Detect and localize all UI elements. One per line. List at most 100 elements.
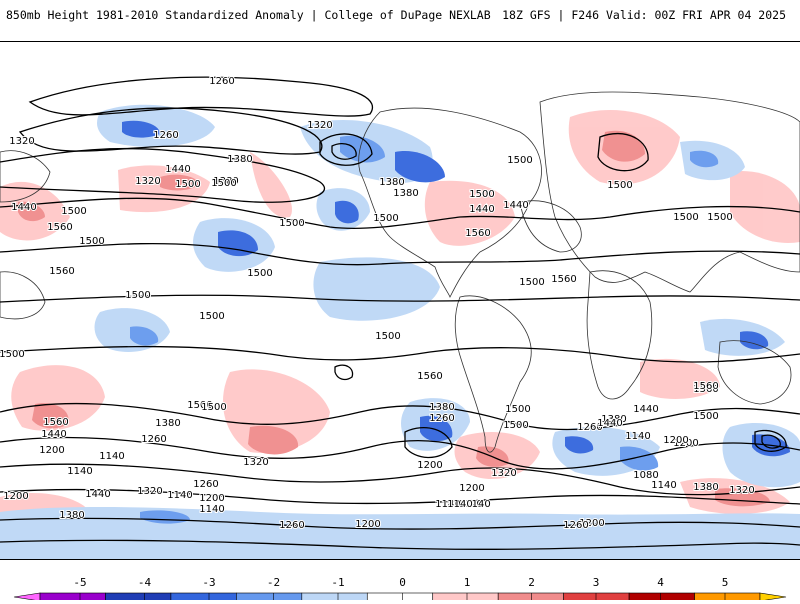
contour-label: 1440 (597, 418, 622, 429)
colorbar-tick-label: -4 (137, 576, 152, 589)
colorbar-tick-label: 4 (657, 576, 664, 589)
contour-label: 1440 (165, 164, 190, 175)
contour-label: 1500 (469, 189, 494, 200)
contour-label: 1200 (39, 445, 64, 456)
contour-label: 1500 (199, 311, 224, 322)
contour-label: 1380 (693, 482, 718, 493)
contour-label: 1500 (375, 331, 400, 342)
contour-label: 1140 (447, 499, 472, 510)
contour-label: 1560 (693, 381, 718, 392)
contour-label: 1260 (193, 479, 218, 490)
colorbar-segment (236, 592, 303, 602)
contour-label: 1260 (429, 413, 454, 424)
colorbar-segment (105, 592, 172, 602)
contour-label: 1140 (457, 499, 482, 510)
contour-label: 1140 (465, 499, 490, 510)
colorbar-segment (563, 592, 630, 602)
contour-label: 1380 (393, 188, 418, 199)
contour-label: 1380 (429, 402, 454, 413)
colorbar-tick-label: -3 (202, 576, 216, 589)
contour-label: 1440 (503, 200, 528, 211)
contour-label: 1140 (67, 466, 92, 477)
colorbar-segment (366, 592, 434, 602)
contour-label: 1500 (505, 404, 530, 415)
contour-label: 1500 (211, 178, 236, 189)
contour-label: 1320 (307, 120, 332, 131)
contour-label: 1440 (41, 429, 66, 440)
colorbar-segment (694, 592, 761, 602)
contour-label: 1260 (209, 76, 234, 87)
contour-label: 1440 (85, 489, 110, 500)
contour-label: 1200 (3, 491, 28, 502)
contour-label: 1500 (279, 218, 304, 229)
contour-label: 1260 (563, 520, 588, 531)
contour-label: 1320 (9, 136, 34, 147)
colorbar-segment (497, 592, 564, 602)
contour-label: 1200 (417, 460, 442, 471)
contour-label: 1500 (79, 236, 104, 247)
colorbar-segment (432, 592, 499, 602)
contour-label: 1380 (59, 510, 84, 521)
contour-label: 1140 (435, 499, 460, 510)
contour-label: 1200 (579, 518, 604, 529)
contour-label: 1320 (491, 468, 516, 479)
contour-label: 1260 (141, 434, 166, 445)
contour-label: 1260 (279, 520, 304, 531)
contour-label: 1320 (243, 457, 268, 468)
contour-label: 1200 (673, 438, 698, 449)
contour-label: 1380 (155, 418, 180, 429)
contour-label: 1500 (707, 212, 732, 223)
contour-label: 1500 (175, 179, 200, 190)
contour-label: 1200 (459, 483, 484, 494)
contour-label: 1500 (125, 290, 150, 301)
contour-label: 1560 (47, 222, 72, 233)
contour-label: 1140 (199, 504, 224, 515)
contour-label: 1140 (651, 480, 676, 491)
contour-label: 1140 (625, 431, 650, 442)
contour-label: 1500 (201, 402, 226, 413)
colorbar-segment (301, 592, 368, 602)
colorbar-tick-label: -2 (266, 576, 281, 589)
contour-label: 1200 (355, 519, 380, 530)
contour-label: 1500 (0, 349, 25, 360)
colorbar-tick-label: 3 (592, 576, 600, 589)
contour-label: 1380 (601, 414, 626, 425)
contour-label: 1140 (167, 490, 192, 501)
contour-label: 1200 (663, 435, 688, 446)
coastlines (0, 91, 800, 453)
contour-label: 1380 (227, 154, 252, 165)
contour-label: 1560 (465, 228, 490, 239)
contour-label: 1500 (503, 420, 528, 431)
colorbar: -5 -4 -3 -2 -1 0 1 2 3 4 5 (0, 560, 800, 602)
colorbar-tick-label: 5 (721, 576, 729, 589)
contour-label: 1320 (135, 176, 160, 187)
contour-label: 1500 (61, 206, 86, 217)
colorbar-segment (39, 592, 106, 602)
colorbar-arrow-left (13, 592, 41, 602)
contour-label: 1080 (633, 470, 658, 481)
contour-label: 1500 (693, 411, 718, 422)
contour-label: 1440 (11, 202, 36, 213)
contour-label: 1560 (551, 274, 576, 285)
colorbar-tick-label: 1 (463, 576, 471, 589)
contour-label: 1500 (187, 400, 212, 411)
contour-label: 1260 (577, 422, 602, 433)
colorbar-tick-label: 0 (399, 576, 406, 589)
contour-label: 1560 (693, 384, 718, 395)
contour-label: 1260 (153, 130, 178, 141)
colorbar-segment (170, 592, 237, 602)
run-info: 18Z GFS | F246 Valid: 00Z FRI APR 04 202… (502, 8, 786, 22)
contour-label: 1440 (633, 404, 658, 415)
contour-label: 1140 (99, 451, 124, 462)
map-title: 850mb Height 1981-2010 Standardized Anom… (6, 8, 491, 22)
colorbar-tick-label: -5 (73, 576, 87, 589)
contour-label: 1500 (673, 212, 698, 223)
contour-label: 1560 (417, 371, 442, 382)
contour-label: 1500 (507, 155, 532, 166)
contour-label: 1320 (729, 485, 754, 496)
anomaly-map: 1260 1320 1260 1320 1380 1440 1320 1380 1500 1500… (0, 41, 800, 560)
contour-label: 1500 (373, 213, 398, 224)
contour-label: 1200 (199, 493, 224, 504)
contour-label: 1500 (519, 277, 544, 288)
